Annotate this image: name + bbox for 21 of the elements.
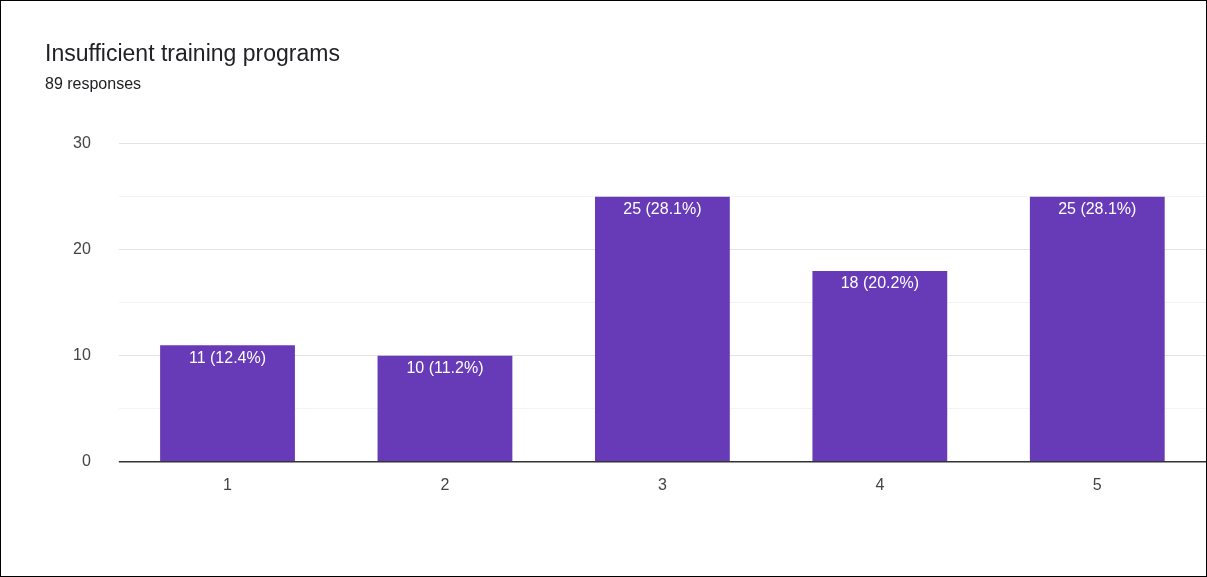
bar	[160, 345, 295, 462]
chart-subtitle: 89 responses	[45, 74, 142, 92]
x-tick-label: 2	[440, 475, 450, 493]
bar	[377, 355, 513, 462]
data-label: 11 (12.4%)	[188, 348, 267, 366]
data-label: 25 (28.1%)	[623, 200, 702, 218]
y-tick-label: 30	[73, 134, 91, 152]
data-label: 25 (28.1%)	[1058, 200, 1137, 218]
bar	[1029, 196, 1165, 462]
x-tick-label: 5	[1092, 475, 1102, 493]
data-label: 10 (11.2%)	[406, 359, 484, 377]
bar	[594, 196, 730, 462]
bar	[812, 271, 948, 462]
y-tick-label: 10	[73, 346, 91, 364]
y-tick-label: 20	[73, 240, 91, 258]
data-label: 18 (20.2%)	[840, 274, 919, 292]
chart-title: Insufficient training programs	[45, 40, 340, 67]
x-tick-label: 3	[657, 475, 667, 493]
x-tick-label: 4	[875, 475, 885, 493]
y-tick-label: 0	[81, 452, 91, 470]
x-tick-label: 1	[223, 475, 233, 493]
